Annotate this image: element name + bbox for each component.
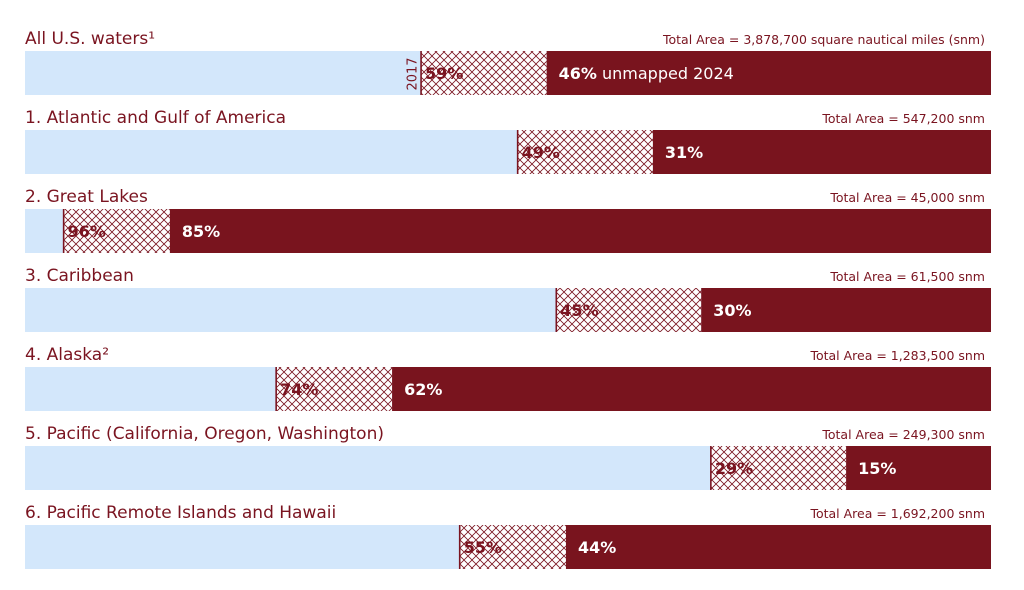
label-2017: 45% [560,301,598,320]
region-row: 2. Great Lakes Total Area = 45,000 snm 96%… [25,187,991,253]
label-2024: 85% [182,222,220,241]
unmapped-suffix: unmapped 2024 [597,64,734,83]
region-row: 5. Pacific (California, Oregon, Washingt… [25,424,991,490]
region-row: 3. Caribbean Total Area = 61,500 snm 45% 30… [25,266,991,332]
unmapped-2024-bar [546,51,991,95]
label-2017: 29% [715,459,753,478]
label-2024: 44% [578,538,616,557]
total-area-label: Total Area = 249,300 snm [821,427,985,442]
region-title: 2. Great Lakes [25,187,148,207]
year-marker-label: 2017 [406,57,421,90]
unmapped-2024-bar [169,209,991,253]
total-area-label: Total Area = 1,283,500 snm [809,348,985,363]
mapped-since-2017-bar [421,51,547,95]
region-title: 6. Pacific Remote Islands and Hawaii [25,503,336,523]
total-area-label: Total Area = 3,878,700 square nautical m… [662,32,985,47]
total-area-label: Total Area = 1,692,200 snm [809,506,985,521]
label-2017: 74% [280,380,318,399]
region-title: 4. Alaska² [25,345,109,365]
mapped-since-2017-bar [556,288,702,332]
label-2024: 46% unmapped 2024 [559,64,734,83]
label-2024: 31% [665,143,703,162]
label-2017: 59% [425,64,463,83]
unmapped-2024-bar [846,446,991,490]
unmapped-2024-bar [392,367,992,411]
label-2024: 15% [858,459,896,478]
unmapped-2024-bar [652,130,991,174]
mapped-since-2017-bar [276,367,393,411]
region-title: 3. Caribbean [25,266,134,286]
total-area-label: Total Area = 45,000 snm [829,190,985,205]
region-title: All U.S. waters¹ [25,29,155,49]
label-2024: 30% [713,301,751,320]
label-2024: 62% [404,380,442,399]
region-title: 1. Atlantic and Gulf of America [25,108,286,128]
region-title: 5. Pacific (California, Oregon, Washingt… [25,424,384,444]
unmapped-2024-bar [565,525,991,569]
region-row: 6. Pacific Remote Islands and Hawaii Tota… [25,503,991,569]
label-2017: 96% [68,222,106,241]
label-2017: 55% [464,538,502,557]
region-row: All U.S. waters¹ Total Area = 3,878,700 s… [25,29,991,95]
region-row: 4. Alaska² Total Area = 1,283,500 snm 74% 6… [25,345,992,411]
unmapped-2024-bar [701,288,991,332]
chart-rows: All U.S. waters¹ Total Area = 3,878,700 s… [25,29,992,569]
total-area-label: Total Area = 61,500 snm [829,269,985,284]
total-area-label: Total Area = 547,200 snm [821,111,985,126]
region-row: 1. Atlantic and Gulf of America Total Are… [25,108,991,174]
mapped-since-2017-bar [459,525,566,569]
mapped-since-2017-bar [63,209,170,253]
label-2017: 49% [522,143,560,162]
mapped-since-2017-bar [517,130,653,174]
mapped-since-2017-bar [710,446,847,490]
